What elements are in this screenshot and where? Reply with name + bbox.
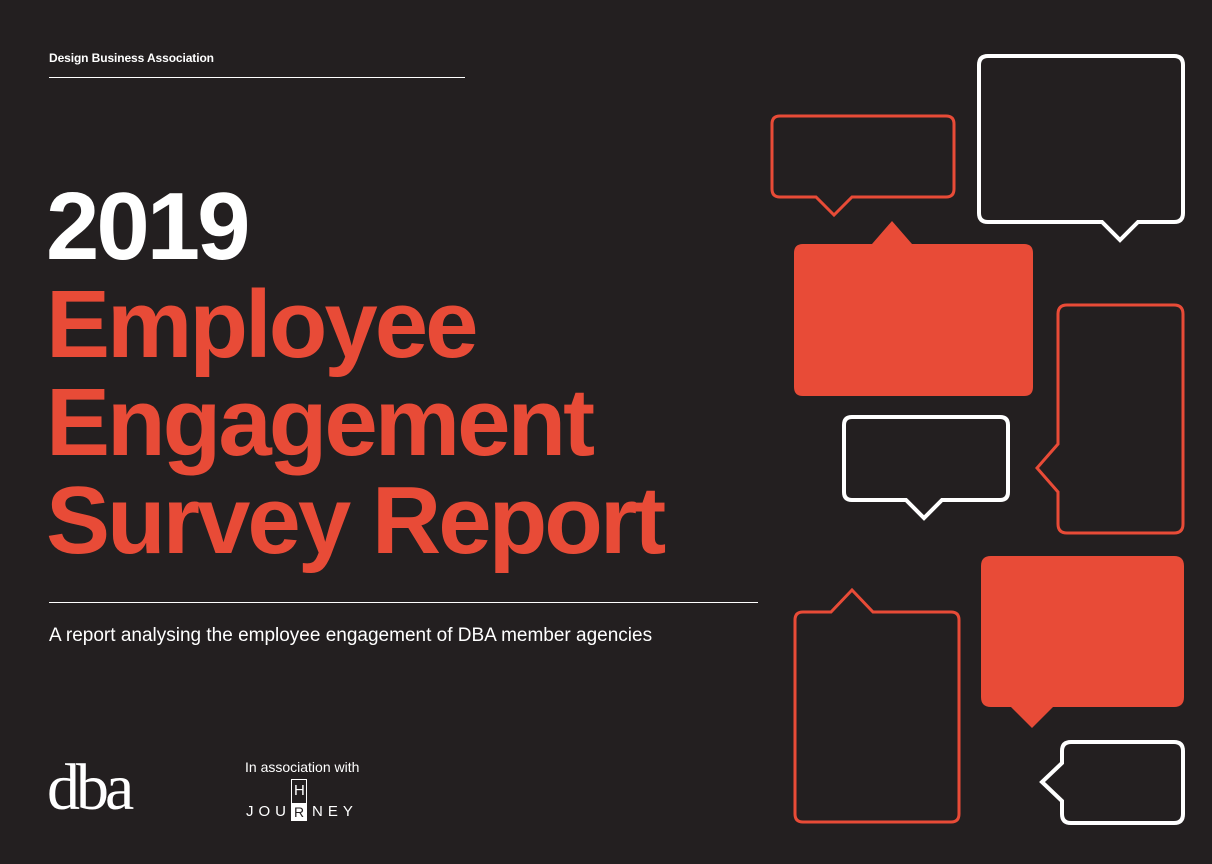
journey-logo-part2: NEY	[312, 803, 358, 820]
title-line-2: Engagement	[46, 369, 595, 476]
speech-bubble-icon	[1039, 740, 1185, 825]
speech-bubble-icon	[793, 587, 961, 824]
journey-logo-hr-mark: H R	[291, 779, 307, 821]
middle-divider	[49, 602, 758, 603]
journey-logo-part1: JOU	[246, 803, 291, 820]
report-subtitle: A report analysing the employee engageme…	[49, 625, 653, 646]
journey-logo-frame	[291, 779, 307, 803]
journey-logo-r: R	[291, 803, 307, 821]
journey-logo-h: H	[294, 782, 305, 799]
speech-bubble-icon	[794, 221, 1033, 396]
speech-bubble-icon	[770, 114, 956, 218]
organization-name: Design Business Association	[49, 51, 214, 65]
title-line-1: Employee	[46, 271, 479, 378]
top-divider	[49, 77, 465, 78]
dba-logo: dba	[47, 751, 134, 824]
speech-bubble-icon	[981, 556, 1184, 728]
speech-bubble-icon	[842, 415, 1010, 521]
title-line-3: Survey Report	[46, 467, 666, 574]
speech-bubble-icon	[1035, 303, 1185, 535]
report-title: 2019 Employee Engagement Survey Report	[46, 173, 666, 574]
hr-journey-logo: JOU H R NEY	[246, 779, 358, 821]
association-label: In association with	[245, 759, 360, 775]
title-year: 2019	[46, 173, 251, 280]
speech-bubble-icon	[977, 54, 1185, 243]
